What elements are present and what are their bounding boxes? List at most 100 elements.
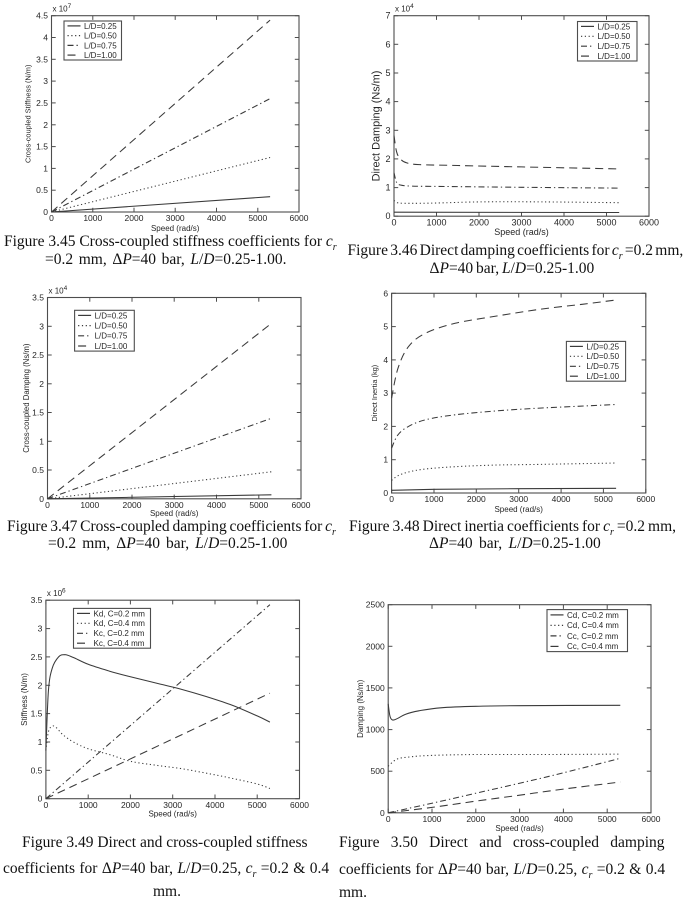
svg-text:1000: 1000: [79, 800, 98, 810]
svg-text:2000: 2000: [466, 814, 485, 824]
svg-text:4000: 4000: [207, 213, 226, 223]
svg-text:2: 2: [39, 379, 44, 389]
svg-text:0: 0: [383, 488, 388, 498]
svg-text:3: 3: [43, 76, 48, 86]
svg-text:7: 7: [385, 11, 390, 21]
svg-text:5000: 5000: [249, 500, 268, 510]
svg-text:1.5: 1.5: [32, 408, 44, 418]
svg-text:L/D=0.75: L/D=0.75: [586, 362, 619, 371]
svg-text:Speed (rad/s): Speed (rad/s): [151, 224, 200, 233]
svg-text:1: 1: [39, 436, 44, 446]
svg-text:3: 3: [385, 125, 390, 135]
svg-text:5000: 5000: [594, 494, 613, 504]
svg-text:2.5: 2.5: [32, 350, 44, 360]
svg-text:L/D=0.50: L/D=0.50: [95, 322, 128, 331]
svg-text:1.5: 1.5: [36, 142, 48, 152]
svg-text:x 107: x 107: [53, 3, 72, 14]
svg-text:1000: 1000: [426, 217, 446, 227]
svg-text:3.5: 3.5: [32, 293, 44, 303]
svg-text:1: 1: [383, 455, 388, 465]
svg-text:1000: 1000: [425, 494, 444, 504]
svg-text:Kd, C=0.4 mm: Kd, C=0.4 mm: [94, 619, 146, 628]
svg-text:x 104: x 104: [395, 3, 414, 14]
svg-text:2000: 2000: [121, 800, 140, 810]
svg-text:3000: 3000: [511, 217, 531, 227]
svg-text:3: 3: [39, 321, 44, 331]
svg-text:L/D=0.25: L/D=0.25: [95, 311, 128, 320]
svg-text:6: 6: [385, 39, 390, 49]
svg-text:x 106: x 106: [47, 588, 66, 599]
svg-text:L/D=0.75: L/D=0.75: [95, 332, 128, 341]
svg-text:Direct Inertia (kg): Direct Inertia (kg): [370, 365, 379, 422]
svg-text:Cd, C=0.2 mm: Cd, C=0.2 mm: [567, 611, 619, 620]
svg-text:0.5: 0.5: [31, 765, 43, 775]
svg-text:3000: 3000: [510, 814, 529, 824]
svg-text:2: 2: [385, 154, 390, 164]
svg-text:L/D=1.00: L/D=1.00: [84, 51, 117, 60]
svg-text:Speed (rad/s): Speed (rad/s): [150, 509, 199, 518]
svg-text:Damping (Ns/m): Damping (Ns/m): [356, 679, 365, 738]
svg-text:L/D=0.50: L/D=0.50: [586, 352, 619, 361]
svg-text:4: 4: [43, 33, 48, 43]
svg-text:0.5: 0.5: [32, 465, 44, 475]
svg-text:3000: 3000: [166, 213, 185, 223]
svg-text:Cc, C=0.4 mm: Cc, C=0.4 mm: [567, 642, 619, 651]
svg-text:Cross-coupled Stiffness (N/m): Cross-coupled Stiffness (N/m): [24, 65, 33, 163]
svg-text:0: 0: [389, 494, 394, 504]
svg-text:1000: 1000: [366, 725, 385, 735]
svg-text:3000: 3000: [163, 800, 182, 810]
svg-text:5: 5: [383, 322, 388, 332]
svg-text:1.5: 1.5: [31, 709, 43, 719]
svg-text:3.5: 3.5: [36, 54, 48, 64]
svg-text:L/D=0.75: L/D=0.75: [84, 41, 117, 50]
svg-text:Speed (rad/s): Speed (rad/s): [148, 810, 197, 819]
svg-text:4: 4: [385, 97, 390, 107]
svg-text:Kd, C=0.2 mm: Kd, C=0.2 mm: [94, 609, 146, 618]
svg-text:Kc, C=0.2 mm: Kc, C=0.2 mm: [94, 629, 145, 638]
svg-text:4000: 4000: [552, 494, 571, 504]
svg-text:L/D=0.25: L/D=0.25: [84, 22, 117, 31]
svg-text:0: 0: [380, 808, 385, 818]
svg-text:1000: 1000: [83, 213, 102, 223]
svg-text:500: 500: [371, 766, 385, 776]
svg-text:6000: 6000: [290, 213, 309, 223]
svg-text:1: 1: [43, 163, 48, 173]
svg-text:6000: 6000: [290, 800, 309, 810]
svg-text:5000: 5000: [248, 213, 267, 223]
svg-text:6: 6: [383, 288, 388, 298]
svg-text:0: 0: [386, 814, 391, 824]
svg-text:1000: 1000: [423, 814, 442, 824]
svg-text:4.5: 4.5: [36, 11, 48, 21]
svg-text:L/D=0.25: L/D=0.25: [598, 22, 631, 31]
svg-text:2000: 2000: [123, 500, 142, 510]
svg-text:L/D=1.00: L/D=1.00: [598, 52, 631, 61]
svg-text:0: 0: [385, 211, 390, 221]
svg-text:2000: 2000: [467, 494, 486, 504]
svg-text:2.5: 2.5: [31, 652, 43, 662]
svg-text:4000: 4000: [207, 500, 226, 510]
svg-text:1: 1: [385, 183, 390, 193]
svg-text:1500: 1500: [366, 683, 385, 693]
svg-text:Cc, C=0.2 mm: Cc, C=0.2 mm: [567, 632, 619, 641]
svg-text:0: 0: [43, 207, 48, 217]
svg-text:2: 2: [38, 680, 43, 690]
svg-text:2000: 2000: [366, 641, 385, 651]
svg-text:L/D=0.25: L/D=0.25: [586, 342, 619, 351]
svg-text:3000: 3000: [509, 494, 528, 504]
svg-text:Kc, C=0.4 mm: Kc, C=0.4 mm: [94, 639, 145, 648]
svg-text:5000: 5000: [596, 217, 616, 227]
svg-text:5000: 5000: [598, 814, 617, 824]
svg-text:L/D=0.50: L/D=0.50: [84, 32, 117, 41]
svg-text:0: 0: [44, 800, 49, 810]
svg-text:L/D=0.50: L/D=0.50: [598, 32, 631, 41]
svg-text:3.5: 3.5: [31, 595, 43, 605]
svg-text:5: 5: [385, 68, 390, 78]
svg-text:1000: 1000: [80, 500, 99, 510]
svg-text:0: 0: [391, 217, 396, 227]
svg-text:2000: 2000: [469, 217, 489, 227]
svg-text:Speed (rad/s): Speed (rad/s): [495, 824, 544, 833]
svg-text:6000: 6000: [642, 814, 661, 824]
svg-text:4: 4: [383, 355, 388, 365]
svg-text:3000: 3000: [165, 500, 184, 510]
svg-text:2: 2: [43, 120, 48, 130]
